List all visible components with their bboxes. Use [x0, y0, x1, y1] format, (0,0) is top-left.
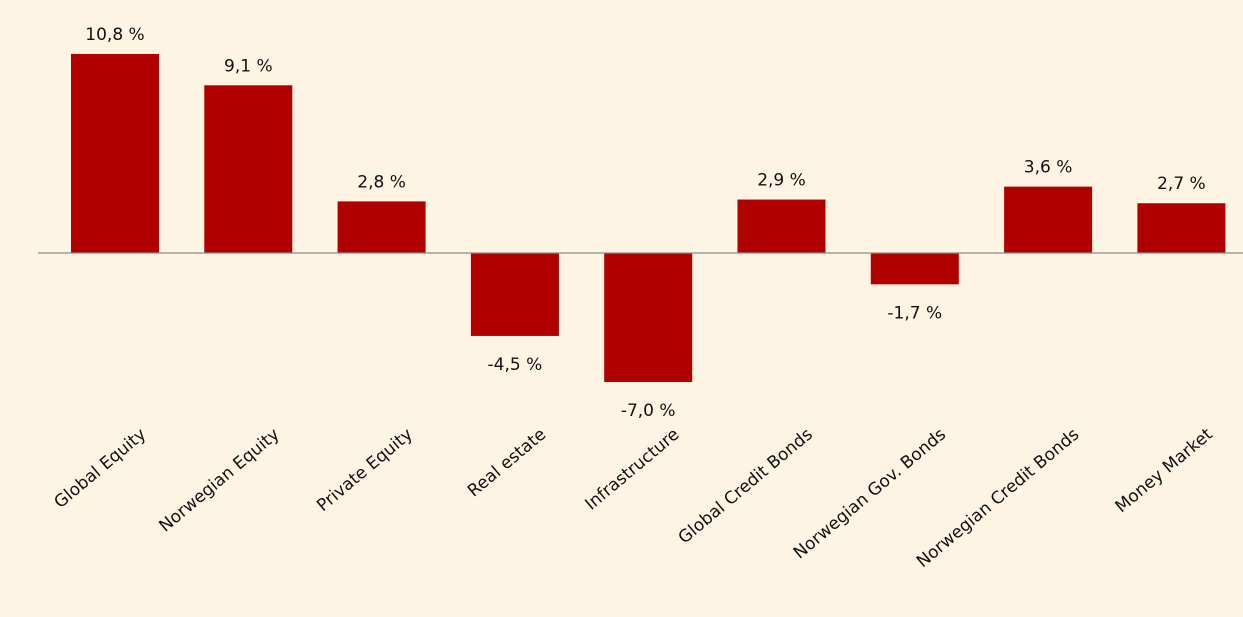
bar: [204, 85, 293, 253]
value-label: 9,1 %: [224, 56, 273, 76]
bar: [1137, 203, 1226, 253]
bar: [337, 201, 426, 253]
value-label: 2,7 %: [1157, 174, 1206, 194]
value-label: 10,8 %: [85, 25, 144, 45]
bar: [870, 253, 959, 285]
value-label: -7,0 %: [621, 401, 676, 421]
value-label: -1,7 %: [887, 303, 942, 323]
value-label: 3,6 %: [1024, 158, 1073, 178]
value-label: 2,8 %: [357, 172, 406, 192]
bar: [737, 199, 826, 253]
bar: [470, 253, 559, 336]
bar: [604, 253, 693, 383]
bar: [71, 53, 159, 254]
value-label: 2,9 %: [757, 171, 806, 191]
value-label: -4,5 %: [488, 355, 543, 375]
bar: [1004, 186, 1093, 253]
